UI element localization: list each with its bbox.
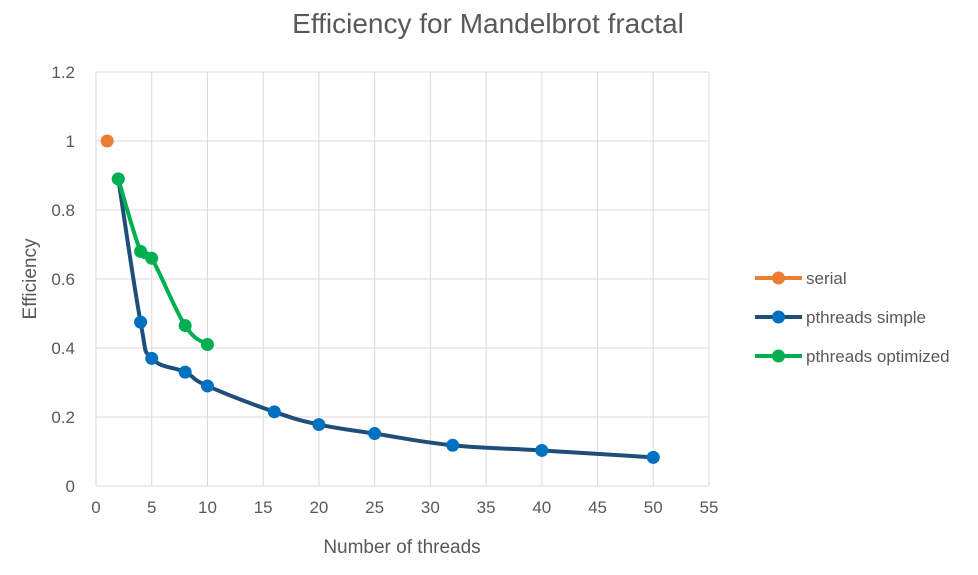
x-axis-label: Number of threads (323, 537, 480, 558)
series-line (116, 176, 656, 460)
x-tick-label: 0 (91, 498, 100, 517)
x-tick-label: 20 (309, 498, 328, 517)
legend-marker (772, 349, 785, 363)
x-tick-label: 40 (532, 498, 551, 517)
y-tick-label: 0.4 (51, 339, 75, 358)
axis-tick-labels: 0 5 10 15 20 25 30 35 40 45 50 55 0 0.2 0.4 0.6 0.8 1 1.2 (51, 63, 718, 517)
x-tick-label: 50 (644, 498, 663, 517)
grid-layer (95, 71, 710, 487)
legend-marker (772, 271, 785, 285)
data-point (111, 172, 125, 186)
data-point (134, 244, 148, 258)
legend-label: pthreads optimized (806, 347, 950, 366)
legend-item: pthreads optimized (755, 347, 950, 366)
x-tick-label: 15 (254, 498, 273, 517)
y-axis-label: Efficiency (20, 238, 41, 319)
y-tick-label: 0.6 (51, 270, 75, 289)
x-tick-label: 5 (147, 498, 156, 517)
y-tick-label: 1 (66, 132, 75, 151)
series-serial (100, 134, 114, 148)
data-point (145, 351, 159, 365)
data-point (100, 134, 114, 148)
x-tick-label: 35 (477, 498, 496, 517)
legend: serial pthreads simple pthreads optimized (755, 269, 950, 366)
data-point (267, 405, 281, 419)
series-pthreads-optimized (111, 172, 214, 352)
y-tick-label: 0.8 (51, 201, 75, 220)
x-tick-label: 30 (421, 498, 440, 517)
legend-marker (772, 310, 785, 324)
data-point (446, 438, 460, 452)
series-pthreads-simple (111, 172, 660, 464)
data-point (368, 427, 382, 441)
legend-item: pthreads simple (755, 308, 926, 327)
data-point (200, 338, 214, 352)
legend-label: pthreads simple (806, 308, 926, 327)
data-point (134, 315, 148, 329)
data-point (312, 418, 326, 432)
data-point (178, 319, 192, 333)
y-tick-label: 1.2 (51, 63, 75, 82)
series-layer (100, 134, 660, 464)
data-point (535, 443, 549, 457)
chart-title: Efficiency for Mandelbrot fractal (292, 8, 684, 39)
legend-item: serial (755, 269, 847, 288)
y-tick-label: 0.2 (51, 408, 75, 427)
legend-label: serial (806, 269, 847, 288)
data-point (145, 251, 159, 265)
x-tick-label: 25 (365, 498, 384, 517)
x-tick-label: 55 (700, 498, 719, 517)
data-point (178, 365, 192, 379)
x-tick-label: 10 (198, 498, 217, 517)
data-point (646, 450, 660, 464)
data-point (200, 379, 214, 393)
y-tick-label: 0 (66, 477, 75, 496)
x-tick-label: 45 (588, 498, 607, 517)
